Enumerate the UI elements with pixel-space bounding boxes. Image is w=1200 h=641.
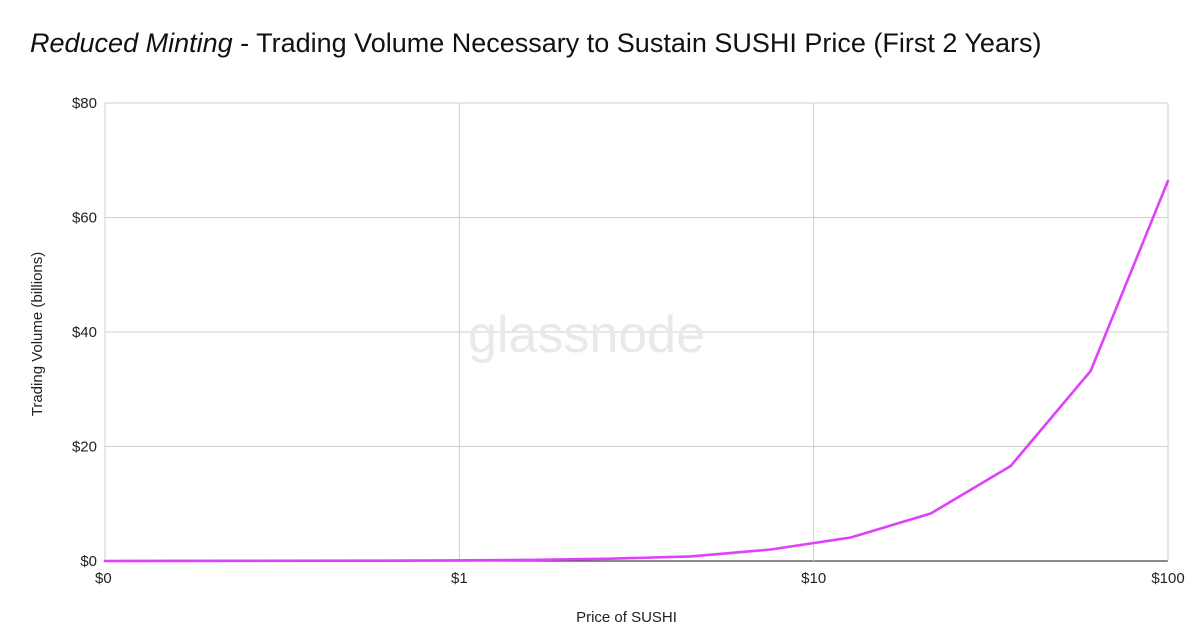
y-tick-label: $0	[80, 553, 97, 570]
chart-title: Reduced Minting - Trading Volume Necessa…	[30, 28, 1041, 59]
x-tick-label: $1	[451, 570, 468, 587]
y-tick-label: $60	[72, 210, 97, 227]
watermark: glassnode	[468, 306, 705, 364]
y-axis-label: Trading Volume (billions)	[29, 252, 46, 417]
x-axis-label: Price of SUSHI	[576, 609, 677, 626]
series-line	[103, 179, 1170, 563]
chart-title-italic: Reduced Minting	[30, 28, 233, 58]
x-tick-label: $0	[95, 570, 112, 587]
y-tick-label: $20	[72, 439, 97, 456]
y-tick-label: $40	[72, 324, 97, 341]
y-tick-label: $80	[72, 95, 97, 112]
x-tick-label: $10	[801, 570, 826, 587]
x-tick-label: $100	[1151, 570, 1184, 587]
series-layer	[103, 179, 1170, 563]
chart-title-rest: - Trading Volume Necessary to Sustain SU…	[232, 28, 1042, 58]
tick-labels: $0 $20 $40 $60 $80 $0 $1 $10 $100	[72, 95, 1185, 587]
